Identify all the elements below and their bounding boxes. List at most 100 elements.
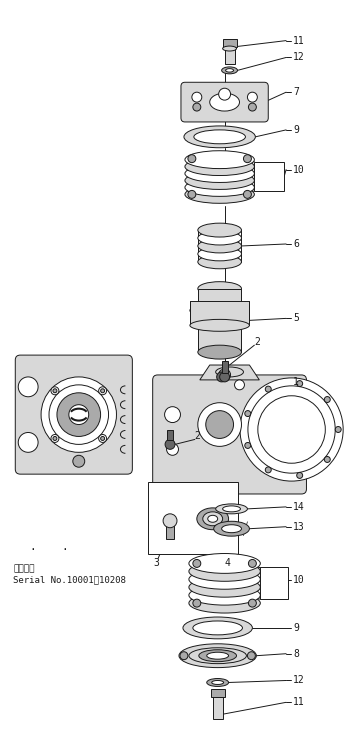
Text: .: .: [29, 542, 36, 551]
Circle shape: [297, 381, 303, 387]
Bar: [225, 46, 234, 65]
Circle shape: [167, 443, 178, 455]
Circle shape: [265, 467, 271, 473]
Ellipse shape: [223, 506, 240, 512]
Circle shape: [297, 473, 303, 479]
Ellipse shape: [198, 255, 241, 269]
Text: Serial No.10001～10208: Serial No.10001～10208: [13, 575, 126, 585]
Circle shape: [101, 389, 105, 393]
Ellipse shape: [214, 521, 250, 536]
Text: 11: 11: [293, 697, 305, 708]
Polygon shape: [200, 365, 259, 380]
Bar: [213, 697, 223, 719]
Text: .: .: [61, 542, 68, 551]
Text: 2: 2: [194, 432, 200, 441]
Circle shape: [18, 432, 38, 452]
Bar: [221, 361, 227, 373]
Text: 3: 3: [153, 559, 159, 568]
Bar: [190, 300, 250, 325]
Text: 14: 14: [293, 502, 305, 512]
Ellipse shape: [199, 650, 237, 661]
Ellipse shape: [223, 46, 237, 51]
Text: 6: 6: [293, 239, 299, 249]
Ellipse shape: [194, 130, 245, 144]
Bar: [148, 482, 238, 553]
Circle shape: [53, 437, 57, 440]
Ellipse shape: [216, 367, 244, 377]
Ellipse shape: [189, 553, 260, 573]
Text: 9: 9: [293, 623, 299, 633]
Circle shape: [265, 386, 271, 392]
Ellipse shape: [198, 345, 241, 359]
Ellipse shape: [193, 621, 243, 635]
Bar: [211, 689, 225, 697]
Circle shape: [249, 559, 256, 567]
Circle shape: [240, 378, 343, 481]
Circle shape: [165, 407, 180, 423]
Bar: [254, 161, 284, 192]
Ellipse shape: [190, 303, 250, 317]
Ellipse shape: [183, 617, 252, 639]
Ellipse shape: [216, 504, 247, 514]
Text: 7: 7: [293, 87, 299, 97]
Circle shape: [188, 190, 196, 198]
Circle shape: [193, 103, 201, 111]
Circle shape: [193, 599, 201, 607]
Circle shape: [220, 372, 230, 382]
Text: 12: 12: [293, 675, 305, 686]
Circle shape: [192, 92, 202, 102]
Circle shape: [234, 380, 244, 390]
Circle shape: [244, 155, 251, 163]
Circle shape: [206, 410, 233, 438]
Text: 8: 8: [293, 649, 299, 658]
Circle shape: [101, 437, 105, 440]
Text: 5: 5: [293, 313, 299, 324]
Circle shape: [249, 599, 256, 607]
Circle shape: [51, 387, 59, 395]
Ellipse shape: [184, 126, 256, 148]
Circle shape: [244, 190, 251, 198]
Text: 2: 2: [254, 337, 260, 347]
Circle shape: [335, 426, 341, 432]
Ellipse shape: [198, 282, 241, 296]
Ellipse shape: [207, 678, 229, 686]
Ellipse shape: [185, 164, 254, 183]
Ellipse shape: [212, 680, 224, 685]
Circle shape: [245, 410, 251, 416]
Circle shape: [163, 514, 177, 528]
Text: 適用番號: 適用番號: [13, 564, 35, 573]
Circle shape: [324, 457, 330, 462]
Ellipse shape: [189, 585, 260, 605]
Ellipse shape: [226, 69, 233, 72]
Circle shape: [69, 404, 89, 424]
Circle shape: [249, 103, 256, 111]
FancyBboxPatch shape: [15, 355, 132, 474]
Ellipse shape: [189, 562, 260, 581]
Ellipse shape: [185, 178, 254, 197]
Circle shape: [247, 652, 256, 660]
Text: 4: 4: [225, 559, 231, 568]
Bar: [198, 288, 241, 352]
Ellipse shape: [198, 247, 241, 261]
Ellipse shape: [189, 578, 260, 597]
Bar: [223, 39, 237, 46]
Ellipse shape: [221, 525, 241, 533]
Ellipse shape: [208, 515, 218, 523]
Text: 10: 10: [293, 575, 305, 585]
Circle shape: [217, 372, 227, 382]
Ellipse shape: [198, 223, 241, 237]
Circle shape: [245, 443, 251, 448]
Ellipse shape: [198, 231, 241, 245]
Circle shape: [18, 377, 38, 397]
FancyBboxPatch shape: [181, 82, 268, 122]
Bar: [260, 567, 288, 599]
Circle shape: [219, 88, 231, 100]
Text: 10: 10: [293, 164, 305, 175]
Circle shape: [99, 387, 107, 395]
Ellipse shape: [189, 593, 260, 613]
Text: 13: 13: [293, 522, 305, 531]
Ellipse shape: [207, 653, 229, 659]
Circle shape: [51, 435, 59, 443]
FancyBboxPatch shape: [153, 375, 306, 494]
Circle shape: [198, 403, 241, 446]
